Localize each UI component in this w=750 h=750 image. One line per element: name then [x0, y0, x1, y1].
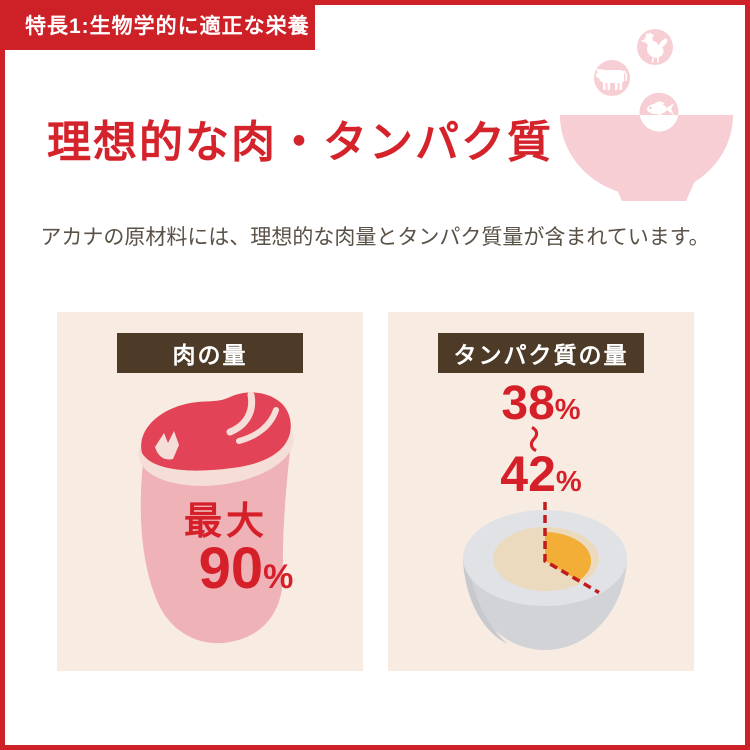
protein-min-number: 38: [501, 377, 555, 430]
yolk-wedge: [545, 532, 592, 581]
page-title: 理想的な肉・タンパク質: [47, 118, 553, 167]
meat-fat-streak: [236, 407, 279, 444]
meat-percent-number: 90: [198, 536, 264, 601]
meat-value: 最大 90%: [126, 500, 326, 602]
meat-value-prefix: 最大: [183, 501, 268, 543]
protein-amount-panel: タンパク質の量 38% 〜 42%: [388, 312, 694, 671]
feature-badge: 特長1:生物学的に適正な栄養: [0, 0, 315, 50]
ingredients-bowl-illustration: [560, 29, 733, 201]
range-tilde: 〜: [517, 425, 547, 453]
meat-fat-notch: [155, 431, 179, 460]
range-indicator-line: [543, 502, 600, 595]
feature-badge-label: 特長1:生物学的に適正な栄養: [25, 15, 310, 38]
chicken-icon: [640, 32, 668, 63]
meat-panel-header: 肉の量: [117, 333, 303, 373]
range-tilde-row: 〜: [379, 425, 685, 453]
page-subtitle: アカナの原材料には、理想的な肉量とタンパク質量が含まれています。: [40, 226, 710, 249]
meat-fat-streak: [226, 391, 256, 436]
meat-illustration: [138, 391, 294, 644]
cow-icon: [595, 68, 628, 90]
meat-percent-unit: %: [263, 558, 294, 596]
meat-amount-panel: 肉の量 最大 90%: [57, 312, 363, 671]
meat-panel-header-label: 肉の量: [172, 342, 248, 368]
protein-max-number: 42: [500, 446, 556, 502]
protein-min-value: 38%: [388, 380, 694, 428]
bowl-shape: [560, 115, 733, 196]
egg-bowl-illustration: [463, 502, 627, 650]
protein-panel-header: タンパク質の量: [438, 333, 644, 373]
protein-min-unit: %: [554, 394, 581, 426]
protein-range: 38% 〜 42%: [388, 380, 694, 500]
protein-max-value: 42%: [388, 449, 694, 499]
meat-value-number: 90%: [166, 540, 326, 602]
protein-panel-header-label: タンパク質の量: [453, 342, 629, 368]
protein-max-unit: %: [555, 466, 582, 498]
fish-icon: [647, 101, 674, 117]
